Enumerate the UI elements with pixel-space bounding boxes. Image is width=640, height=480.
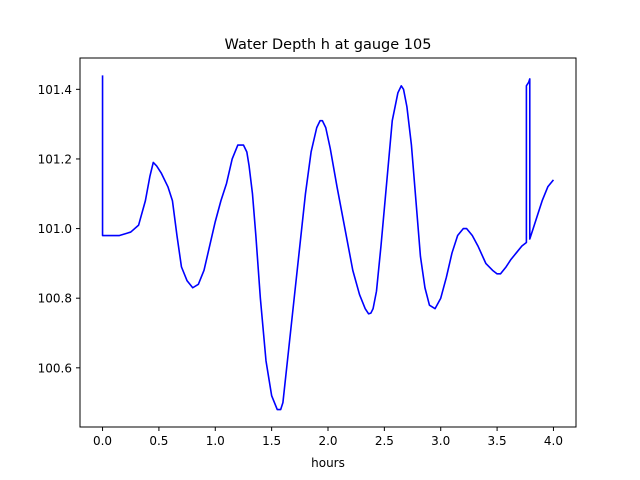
series-line-0 xyxy=(101,75,555,411)
x-tick-label: 3.0 xyxy=(431,434,450,448)
y-axis-ticks: 100.6 100.8 101.0 101.2 101.4 xyxy=(38,83,80,375)
x-tick-label: 0.5 xyxy=(149,434,168,448)
y-tick-label: 100.8 xyxy=(38,292,72,306)
plot-frame xyxy=(79,57,577,428)
y-tick-label: 101.0 xyxy=(38,222,72,236)
y-tick-label: 100.6 xyxy=(38,361,72,375)
x-tick-label: 0.0 xyxy=(93,434,112,448)
y-tick-label: 101.2 xyxy=(38,152,72,166)
x-tick-label: 2.0 xyxy=(318,434,337,448)
x-tick-label: 1.5 xyxy=(262,434,281,448)
x-tick-label: 3.5 xyxy=(488,434,507,448)
x-axis-ticks: 0.0 0.5 1.0 1.5 2.0 2.5 3.0 3.5 4.0 xyxy=(93,427,563,448)
x-axis-label: hours xyxy=(311,456,345,470)
x-tick-label: 4.0 xyxy=(544,434,563,448)
x-tick-label: 1.0 xyxy=(206,434,225,448)
chart-title: Water Depth h at gauge 105 xyxy=(225,37,432,53)
y-tick-label: 101.4 xyxy=(38,83,72,97)
x-tick-label: 2.5 xyxy=(375,434,394,448)
